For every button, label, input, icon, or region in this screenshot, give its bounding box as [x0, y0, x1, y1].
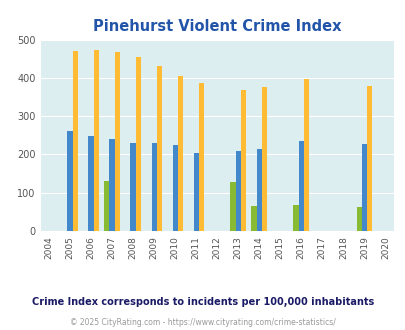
- Bar: [104, 181, 109, 231]
- Bar: [256, 149, 261, 231]
- Text: © 2025 CityRating.com - https://www.cityrating.com/crime-statistics/: © 2025 CityRating.com - https://www.city…: [70, 318, 335, 327]
- Bar: [361, 144, 366, 231]
- Bar: [115, 52, 119, 231]
- Bar: [67, 131, 72, 231]
- Bar: [251, 206, 256, 231]
- Bar: [303, 79, 309, 231]
- Bar: [235, 151, 240, 231]
- Bar: [130, 143, 135, 231]
- Bar: [193, 153, 198, 231]
- Bar: [172, 145, 177, 231]
- Bar: [261, 87, 266, 231]
- Bar: [135, 57, 141, 231]
- Bar: [356, 207, 361, 231]
- Bar: [109, 139, 115, 231]
- Bar: [198, 83, 204, 231]
- Bar: [366, 86, 371, 231]
- Bar: [230, 182, 235, 231]
- Bar: [88, 136, 94, 231]
- Title: Pinehurst Violent Crime Index: Pinehurst Violent Crime Index: [93, 19, 341, 34]
- Bar: [72, 51, 78, 231]
- Bar: [177, 76, 183, 231]
- Bar: [156, 66, 162, 231]
- Bar: [298, 141, 303, 231]
- Bar: [151, 143, 156, 231]
- Bar: [293, 205, 298, 231]
- Bar: [240, 90, 245, 231]
- Text: Crime Index corresponds to incidents per 100,000 inhabitants: Crime Index corresponds to incidents per…: [32, 297, 373, 307]
- Bar: [94, 50, 99, 231]
